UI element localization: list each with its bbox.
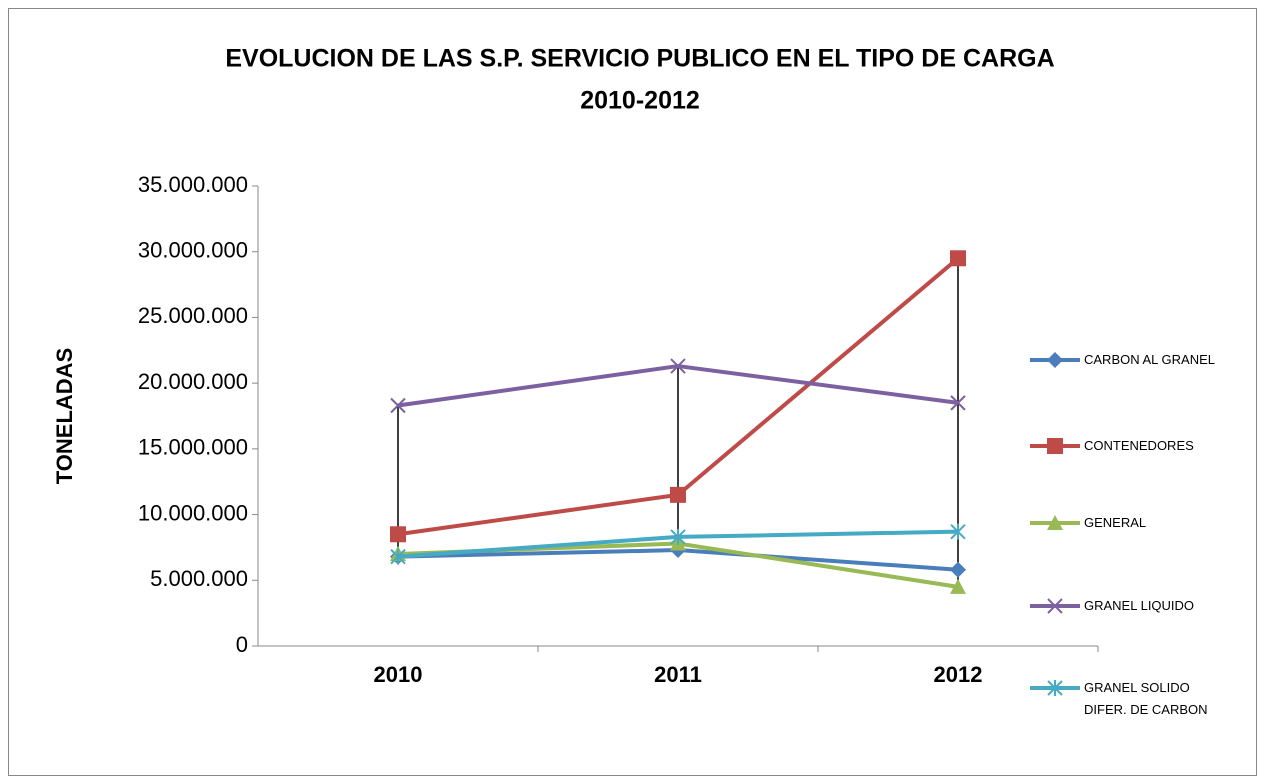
marker <box>950 561 966 578</box>
marker <box>390 397 406 414</box>
x-tick-label: 2010 <box>374 662 423 687</box>
y-tick-label: 20.000.000 <box>138 369 248 394</box>
chart-title: EVOLUCION DE LAS S.P. SERVICIO PUBLICO E… <box>225 45 1054 73</box>
legend-label: GRANEL LIQUIDO <box>1084 598 1195 613</box>
y-tick-label: 5.000.000 <box>150 566 248 591</box>
x-tick-label: 2012 <box>934 662 983 687</box>
y-axis-label: TONELADAS <box>52 348 77 485</box>
legend-label: GRANEL SOLIDO DIFER. DE CARBON <box>1084 680 1208 717</box>
y-tick-label: 25.000.000 <box>138 303 248 328</box>
legend-marker <box>1047 680 1063 696</box>
y-tick-label: 15.000.000 <box>138 435 248 460</box>
legend-label: CONTENEDORES <box>1084 438 1194 453</box>
chart-border <box>8 8 1257 776</box>
marker <box>950 578 966 594</box>
marker <box>950 395 966 411</box>
legend-marker <box>1047 438 1063 454</box>
marker <box>670 486 686 503</box>
y-tick-label: 35.000.000 <box>138 172 248 197</box>
x-tick-label: 2011 <box>654 662 702 687</box>
marker <box>390 526 406 543</box>
legend-label: GENERAL <box>1084 515 1147 530</box>
chart-subtitle: 2010-2012 <box>580 87 700 115</box>
legend-marker <box>1047 352 1063 368</box>
marker <box>670 528 686 545</box>
legend-marker <box>1047 515 1063 530</box>
marker <box>950 523 966 540</box>
legend-label: CARBON AL GRANEL <box>1084 352 1216 367</box>
marker <box>670 358 686 374</box>
y-tick-label: 30.000.000 <box>138 238 248 263</box>
legend-marker <box>1047 598 1063 614</box>
y-tick-label: 0 <box>236 632 248 657</box>
marker <box>950 250 966 267</box>
y-tick-label: 10.000.000 <box>138 500 248 525</box>
marker <box>390 548 406 565</box>
